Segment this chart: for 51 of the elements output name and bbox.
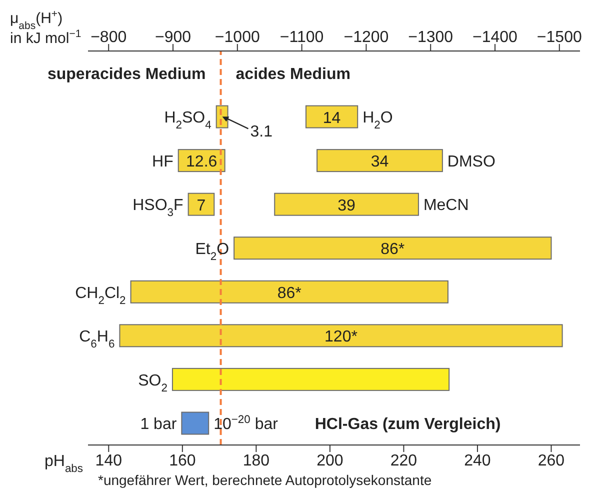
data-label: 14 <box>322 110 341 127</box>
x2-tick-label: −900 <box>154 29 192 46</box>
x-tick-label: 180 <box>242 452 270 470</box>
annotation: DMSO <box>447 153 496 170</box>
bar <box>305 105 358 128</box>
data-label: 7 <box>196 197 206 214</box>
x-tick-label: 140 <box>95 452 122 470</box>
x-axis-title: pH$_{abs}$ <box>44 453 84 475</box>
y-tick-label: Et$_{2}$O <box>195 241 230 263</box>
x2-tick-label: −1200 <box>344 29 389 46</box>
y-tick-label: CH$_{2}$Cl$_{2}$ <box>75 284 126 307</box>
annotation: H$_{2}$O <box>362 110 393 132</box>
text: *ungefährer Wert, berechnete Autoprotolysekonstante <box>98 472 432 488</box>
annotation: 3.1 <box>250 124 273 141</box>
x2-tick-label: −1500 <box>536 29 582 46</box>
bar <box>188 192 215 216</box>
bar <box>172 368 450 391</box>
x2-tick-label: −800 <box>90 29 127 46</box>
x-tick-label: 240 <box>464 452 491 470</box>
x-tick-label: 160 <box>169 452 196 470</box>
data-label: 34 <box>370 154 389 171</box>
data-label: 39 <box>338 197 356 214</box>
x2-axis-title: μ$_{abs}$(H$^{+}$) in kJ mol$^{−1}$ <box>10 8 82 47</box>
data-label: 86* <box>380 241 405 258</box>
x2-tick-label: −1000 <box>214 29 260 46</box>
annotation: superacides Medium <box>47 66 206 83</box>
y-tick-label: HF <box>152 153 174 170</box>
x-tick-label: 200 <box>316 452 344 470</box>
x2-tick-label: −1400 <box>472 29 518 46</box>
bar <box>119 324 563 348</box>
data-label: 120* <box>324 328 358 346</box>
annotation: HCl-Gas (zum Vergleich) <box>314 416 501 434</box>
y-tick-label: C$_{6}$H$_{6}$ <box>79 328 115 351</box>
y-tick-label: HSO$_{3}$F <box>132 197 184 220</box>
annotation: 10$^{−20}$ bar <box>214 414 279 434</box>
annotation: MeCN <box>423 197 469 214</box>
x-tick-label: 260 <box>538 452 565 470</box>
bar <box>234 236 552 260</box>
x2-tick-label: −1100 <box>280 29 324 46</box>
bar <box>316 149 443 172</box>
bar <box>274 192 419 216</box>
x2-tick-label: −1300 <box>408 29 454 46</box>
data-label: 12.6 <box>186 154 218 171</box>
annotation: acides Medium <box>236 66 350 83</box>
data-label: 86* <box>277 284 302 302</box>
annotation: 1 bar <box>140 416 178 434</box>
bar <box>181 412 210 435</box>
y-tick-label: H$_{2}$SO$_{4}$ <box>164 110 212 132</box>
x-tick-label: 220 <box>390 452 418 470</box>
bar <box>130 280 448 304</box>
y-tick-label: SO$_{2}$ <box>138 372 168 394</box>
